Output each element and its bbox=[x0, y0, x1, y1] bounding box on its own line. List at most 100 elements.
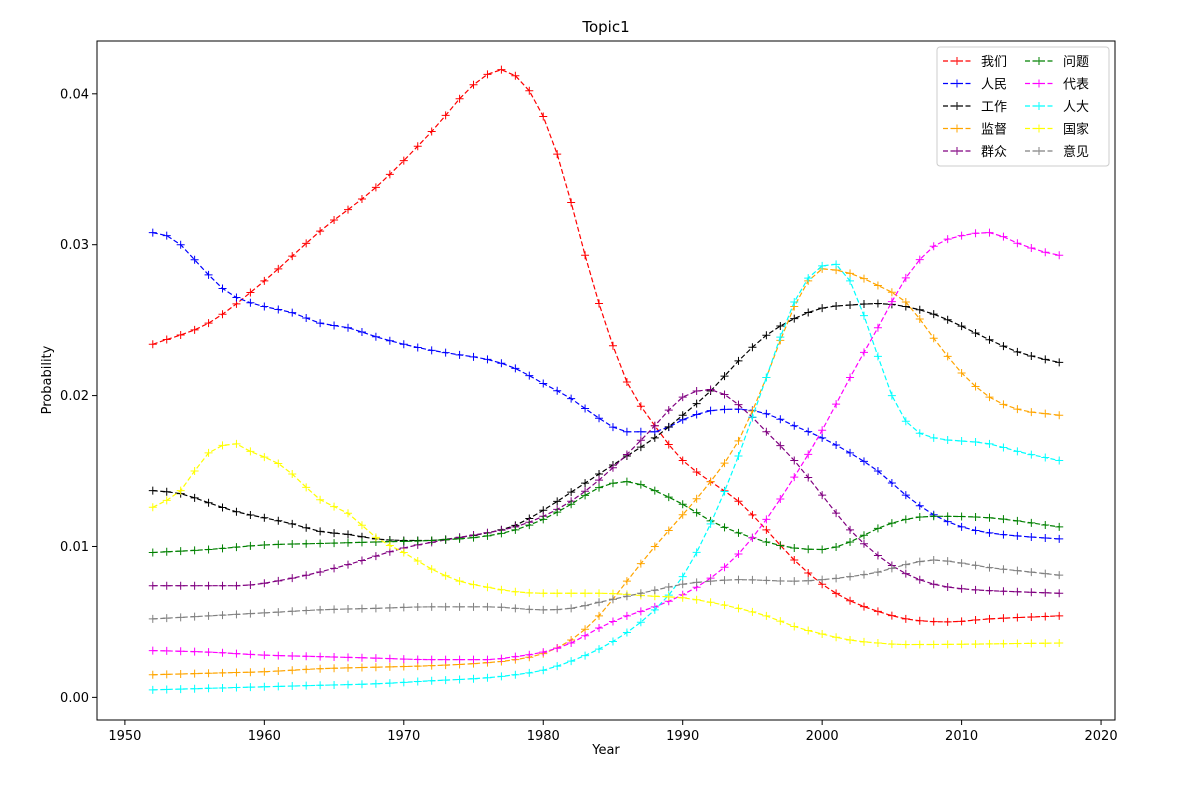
data-point bbox=[790, 556, 799, 565]
data-point bbox=[776, 441, 785, 450]
legend-label: 群众 bbox=[981, 145, 1007, 160]
data-point bbox=[553, 150, 562, 159]
data-point bbox=[873, 551, 882, 560]
data-point bbox=[664, 526, 673, 535]
legend-entry: 代表 bbox=[1025, 78, 1089, 93]
data-point bbox=[385, 654, 394, 663]
data-point bbox=[413, 662, 422, 671]
data-point bbox=[302, 606, 311, 615]
data-point bbox=[790, 456, 799, 465]
data-point bbox=[260, 540, 269, 549]
data-point bbox=[1013, 405, 1022, 414]
data-point bbox=[692, 548, 701, 557]
data-point bbox=[818, 433, 827, 442]
data-point bbox=[1013, 613, 1022, 622]
data-point bbox=[274, 576, 283, 585]
legend-entry: 工作 bbox=[943, 100, 1007, 115]
data-point bbox=[818, 629, 827, 638]
data-point bbox=[288, 574, 297, 583]
data-point bbox=[636, 559, 645, 568]
data-point bbox=[776, 494, 785, 503]
data-point bbox=[581, 651, 590, 660]
data-point bbox=[790, 314, 799, 323]
data-point bbox=[218, 611, 227, 620]
data-point bbox=[204, 498, 213, 507]
data-point bbox=[957, 584, 966, 593]
data-point bbox=[929, 640, 938, 649]
data-point bbox=[859, 311, 868, 320]
data-point bbox=[678, 456, 687, 465]
data-point bbox=[260, 302, 269, 311]
data-point bbox=[469, 533, 478, 542]
data-point bbox=[316, 664, 325, 673]
data-point bbox=[469, 674, 478, 683]
data-point bbox=[832, 509, 841, 518]
data-point bbox=[260, 276, 269, 285]
data-point bbox=[302, 539, 311, 548]
data-point bbox=[413, 603, 422, 611]
data-point bbox=[999, 515, 1008, 524]
data-point bbox=[776, 541, 785, 550]
legend-label: 代表 bbox=[1063, 78, 1089, 93]
data-point bbox=[330, 529, 339, 538]
legend-label: 我们 bbox=[981, 55, 1007, 70]
data-point bbox=[901, 614, 910, 623]
data-point bbox=[915, 305, 924, 314]
data-point bbox=[790, 577, 799, 586]
data-point bbox=[274, 540, 283, 549]
data-point bbox=[929, 433, 938, 442]
data-point bbox=[246, 510, 255, 519]
data-point bbox=[1027, 613, 1036, 621]
data-point bbox=[985, 439, 994, 448]
data-point bbox=[1027, 244, 1036, 252]
data-point bbox=[692, 399, 701, 408]
data-point bbox=[539, 589, 548, 598]
data-point bbox=[846, 276, 855, 285]
data-point bbox=[539, 515, 548, 524]
data-point bbox=[567, 639, 576, 648]
data-point bbox=[929, 617, 938, 626]
plot-frame bbox=[96, 40, 1116, 721]
data-point bbox=[288, 666, 297, 675]
data-point bbox=[1055, 456, 1064, 465]
legend-entry: 问题 bbox=[1025, 55, 1089, 70]
data-point bbox=[985, 563, 994, 572]
data-point bbox=[957, 522, 966, 531]
legend-entry: 国家 bbox=[1025, 122, 1089, 138]
data-point bbox=[846, 269, 855, 278]
data-point bbox=[706, 598, 715, 607]
data-point bbox=[720, 601, 729, 610]
data-point bbox=[399, 156, 408, 165]
data-point bbox=[162, 646, 171, 655]
data-point bbox=[1027, 533, 1036, 542]
data-point bbox=[859, 570, 868, 579]
data-point bbox=[148, 685, 157, 694]
data-point bbox=[873, 299, 882, 308]
data-point bbox=[622, 611, 631, 620]
data-point bbox=[316, 567, 325, 576]
data-point bbox=[1027, 639, 1036, 648]
data-point bbox=[511, 652, 520, 661]
data-point bbox=[915, 616, 924, 625]
data-point bbox=[344, 323, 353, 332]
data-point bbox=[1027, 408, 1036, 417]
data-point bbox=[692, 387, 701, 396]
data-point bbox=[344, 509, 353, 518]
data-point bbox=[190, 493, 199, 502]
data-point bbox=[553, 508, 562, 517]
series-10 bbox=[148, 556, 1064, 623]
data-point bbox=[818, 304, 827, 313]
data-point bbox=[371, 679, 380, 688]
data-point bbox=[1041, 588, 1050, 597]
data-point bbox=[985, 513, 994, 522]
data-point bbox=[846, 537, 855, 546]
data-point bbox=[832, 441, 841, 449]
data-point bbox=[720, 459, 729, 468]
data-point bbox=[748, 607, 757, 616]
series-1 bbox=[148, 65, 1064, 626]
data-point bbox=[901, 640, 910, 649]
data-point bbox=[636, 589, 645, 598]
data-point bbox=[288, 607, 297, 616]
data-point bbox=[274, 459, 283, 468]
data-point bbox=[302, 571, 311, 580]
